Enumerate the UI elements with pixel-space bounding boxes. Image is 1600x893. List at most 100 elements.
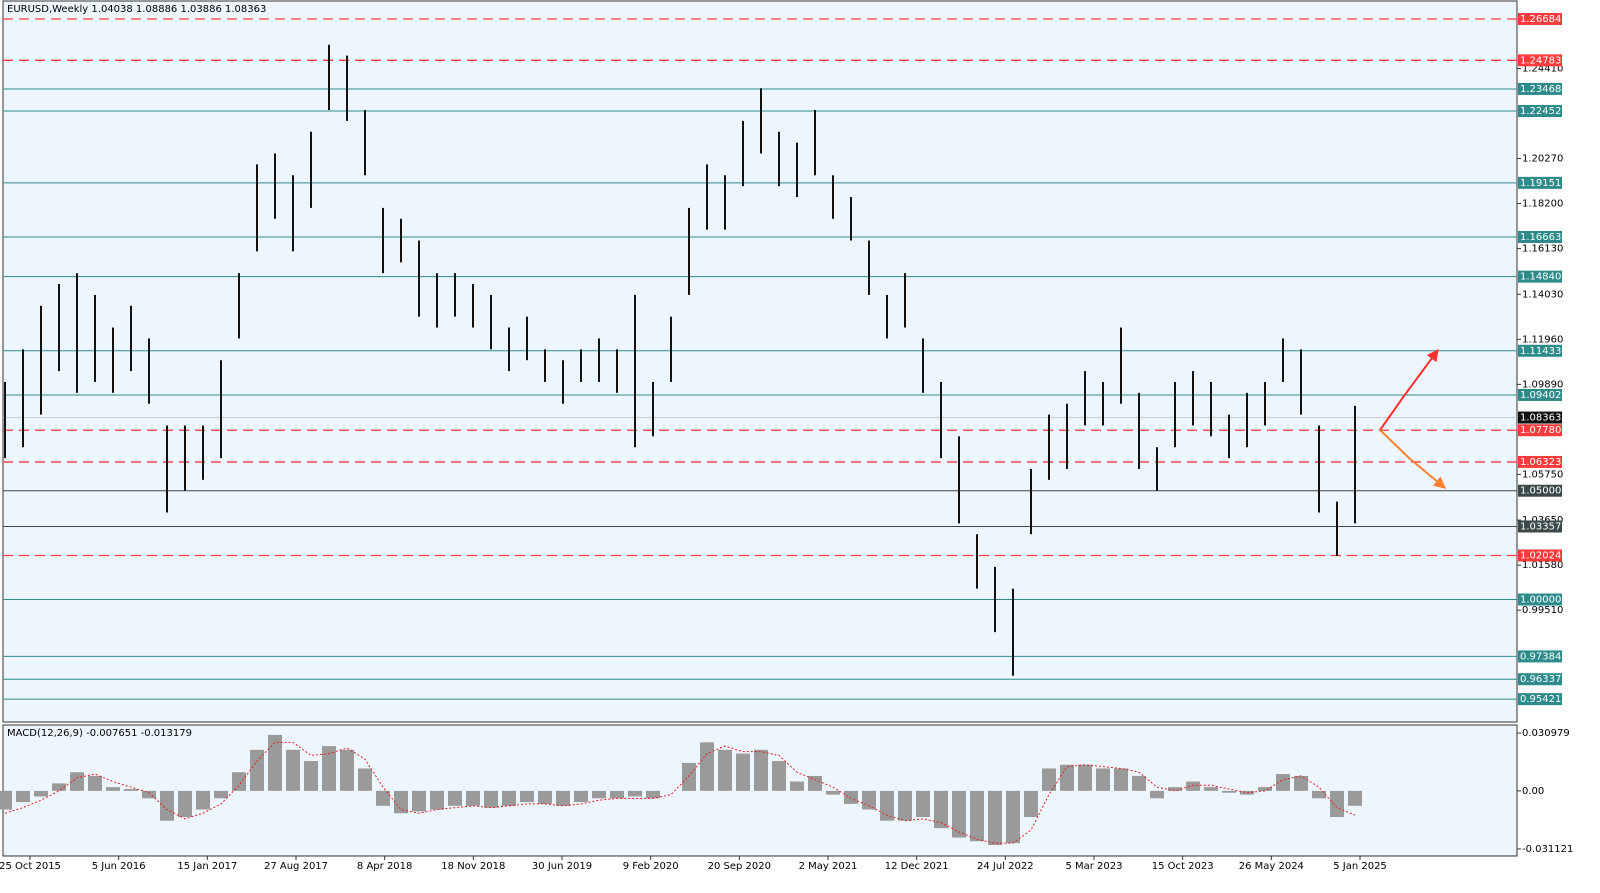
level-label-box	[1518, 693, 1562, 706]
macd-bar	[286, 749, 300, 791]
level-label-box	[1518, 650, 1562, 663]
y-tick-label: 1.18200	[1522, 199, 1563, 210]
y-tick-label: 1.14030	[1522, 289, 1563, 300]
macd-bar	[250, 749, 264, 791]
macd-bar	[1024, 790, 1038, 817]
macd-bar	[1006, 790, 1020, 844]
macd-bar	[70, 772, 84, 791]
macd-bar	[520, 790, 534, 803]
y-tick-label: 1.20270	[1522, 154, 1563, 165]
y-tick-label: 1.24410	[1522, 63, 1563, 74]
macd-bar	[754, 749, 768, 791]
level-label-box	[1518, 12, 1562, 25]
level-label-box	[1518, 82, 1562, 95]
macd-bar	[304, 761, 318, 791]
x-tick-label: 15 Oct 2023	[1152, 861, 1214, 872]
macd-bar	[1258, 787, 1272, 791]
macd-bar	[772, 761, 786, 791]
macd-bar	[466, 790, 480, 806]
level-label-box	[1518, 549, 1562, 562]
macd-bar	[160, 790, 174, 821]
macd-bar	[988, 790, 1002, 845]
macd-bar	[574, 790, 588, 803]
macd-bar	[898, 790, 912, 821]
level-label: 1.07780	[1520, 425, 1561, 436]
macd-bar	[1168, 787, 1182, 791]
macd-bar	[952, 790, 966, 838]
x-tick-label: 30 Jun 2019	[532, 861, 592, 872]
macd-bar	[880, 790, 894, 821]
level-label-box	[1518, 484, 1562, 497]
bearish-arrow	[1379, 429, 1446, 489]
level-label: 1.23468	[1520, 84, 1561, 95]
x-tick-label: 9 Feb 2020	[623, 861, 679, 872]
x-tick-label: 5 Jun 2016	[92, 861, 146, 872]
macd-tick-label: 0.00	[1522, 786, 1544, 797]
macd-bar	[1042, 768, 1056, 791]
macd-bar	[556, 790, 570, 806]
macd-bar	[646, 790, 660, 799]
macd-bar	[232, 772, 246, 791]
x-tick-label: 5 Jan 2025	[1333, 861, 1387, 872]
level-label-box	[1518, 520, 1562, 533]
macd-bar	[142, 790, 156, 799]
macd-bar	[124, 789, 138, 791]
macd-tick-label: 0.030979	[1522, 728, 1570, 739]
level-label: 1.02024	[1520, 550, 1561, 561]
level-label: 0.97384	[1520, 651, 1561, 662]
level-label: 1.06323	[1520, 457, 1561, 468]
level-label-box	[1518, 593, 1562, 606]
macd-bar	[1114, 768, 1128, 791]
plot-layer: 1.24410 1.20270 1.18200 1.16130 1.14030 1.119…	[0, 12, 1573, 872]
macd-bar	[1132, 775, 1146, 791]
macd-bar	[394, 790, 408, 814]
macd-bar	[214, 790, 228, 799]
macd-signal	[4, 741, 1356, 844]
x-tick-label: 25 Oct 2015	[0, 861, 61, 872]
macd-bar	[592, 790, 606, 799]
symbol-header: EURUSD,Weekly 1.04038 1.08886 1.03886 1.…	[7, 4, 266, 15]
macd-bar	[736, 753, 750, 791]
x-tick-label: 2 May 2021	[799, 861, 858, 872]
macd-bar	[0, 790, 12, 810]
x-tick-label: 27 Aug 2017	[264, 861, 328, 872]
macd-bar	[1276, 774, 1290, 791]
level-label: 0.96337	[1520, 674, 1561, 685]
macd-bar	[196, 790, 210, 810]
level-label: 1.00000	[1520, 595, 1561, 606]
macd-bar	[430, 790, 444, 810]
level-label: 1.14840	[1520, 272, 1561, 283]
y-tick-label: 0.99510	[1522, 605, 1563, 616]
macd-bar	[538, 790, 552, 804]
macd-bar	[268, 734, 282, 791]
level-label-box	[1518, 270, 1562, 283]
macd-bar	[1060, 764, 1074, 791]
level-label: 1.05000	[1520, 486, 1561, 497]
macd-bar	[682, 762, 696, 791]
macd-bar	[1096, 768, 1110, 791]
macd-bar	[178, 790, 192, 817]
macd-bar	[610, 790, 624, 799]
macd-bar	[628, 790, 642, 797]
y-tick-label: 1.05750	[1522, 469, 1563, 480]
level-label-box	[1518, 411, 1562, 424]
macd-bar	[1222, 790, 1236, 793]
y-tick-label: 1.16130	[1522, 244, 1563, 255]
macd-bar	[448, 790, 462, 806]
macd-bar	[718, 749, 732, 791]
level-label-box	[1518, 344, 1562, 357]
level-label-box	[1518, 54, 1562, 67]
level-label-box	[1518, 424, 1562, 437]
bullish-arrow	[1379, 349, 1439, 431]
macd-bar	[790, 781, 804, 791]
x-tick-label: 8 Apr 2018	[357, 861, 412, 872]
y-tick-label: 1.11960	[1522, 334, 1563, 345]
x-tick-label: 18 Nov 2018	[441, 861, 505, 872]
macd-bar	[412, 790, 426, 812]
macd-bar	[934, 790, 948, 829]
macd-bar	[844, 790, 858, 804]
level-label: 1.22452	[1520, 106, 1561, 117]
x-tick-label: 26 May 2024	[1239, 861, 1304, 872]
macd-tick-label: -0.031121	[1522, 844, 1573, 855]
